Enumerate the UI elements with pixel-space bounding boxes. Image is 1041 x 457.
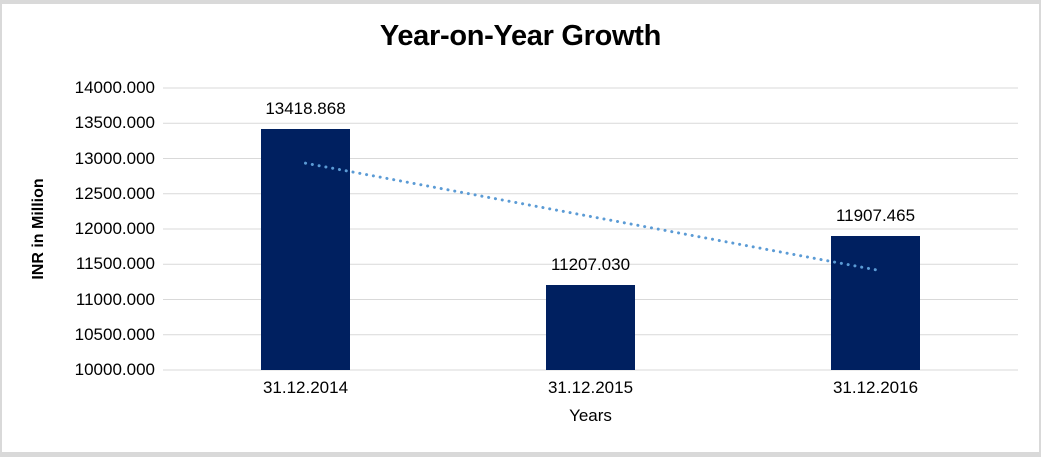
y-tick-label: 13500.000: [74, 113, 155, 133]
chart-title: Year-on-Year Growth: [379, 20, 662, 52]
bar-31.12.2015: [546, 284, 635, 370]
frame-border-right: [1039, 0, 1041, 457]
x-category-label: 31.12.2016: [832, 378, 919, 397]
y-tick-label: 11000.000: [75, 289, 155, 309]
data-label: 11907.465: [835, 205, 916, 225]
y-tick-label: 10000.000: [74, 360, 155, 379]
data-label: 11207.030: [550, 254, 631, 274]
y-tick-label: 10500.000: [74, 324, 155, 344]
trendline: [304, 161, 877, 272]
y-tick-label: 14000.000: [74, 78, 155, 97]
frame-border-top: [0, 0, 1041, 4]
y-tick-label: 11500.000: [75, 254, 155, 274]
bar-31.12.2014: [261, 128, 350, 370]
y-tick-label: 13000.000: [74, 148, 155, 168]
bar-31.12.2016: [831, 235, 920, 370]
frame-border-left: [0, 0, 2, 457]
y-tick-label: 12000.000: [74, 219, 155, 238]
data-label: 13418.868: [265, 98, 346, 118]
frame-border-bottom: [0, 452, 1041, 457]
x-category-label: 31.12.2015: [547, 378, 634, 397]
y-tick-label: 12500.000: [74, 183, 155, 203]
x-category-label: 31.12.2014: [262, 378, 349, 397]
x-axis-title: Years: [569, 406, 612, 425]
